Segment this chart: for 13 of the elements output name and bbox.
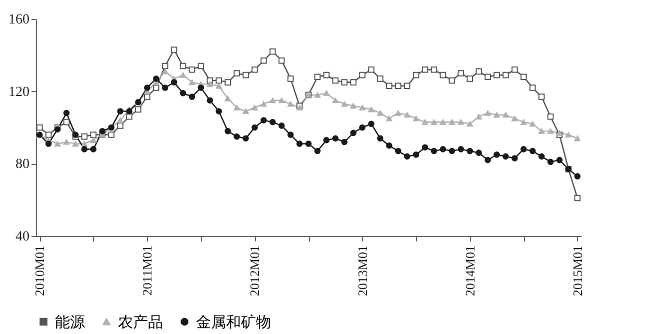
y-tick-label: 40	[16, 230, 30, 244]
y-tick-label: 160	[8, 12, 30, 28]
x-tick-label: 2014M01	[462, 246, 478, 296]
legend-label: 农产品	[118, 314, 163, 331]
legend-label: 金属和矿物	[196, 314, 271, 331]
legend-label: 能源	[55, 314, 85, 331]
x-tick-label: 2015M01	[570, 246, 585, 296]
x-tick-label: 2010M01	[32, 246, 48, 296]
x-tick-label: 2013M01	[354, 246, 370, 296]
x-tick-label: 2012M01	[247, 246, 262, 296]
y-tick-label: 80	[16, 157, 30, 172]
y-tick-label: 120	[8, 84, 30, 100]
x-tick-label: 2011M01	[140, 246, 155, 296]
